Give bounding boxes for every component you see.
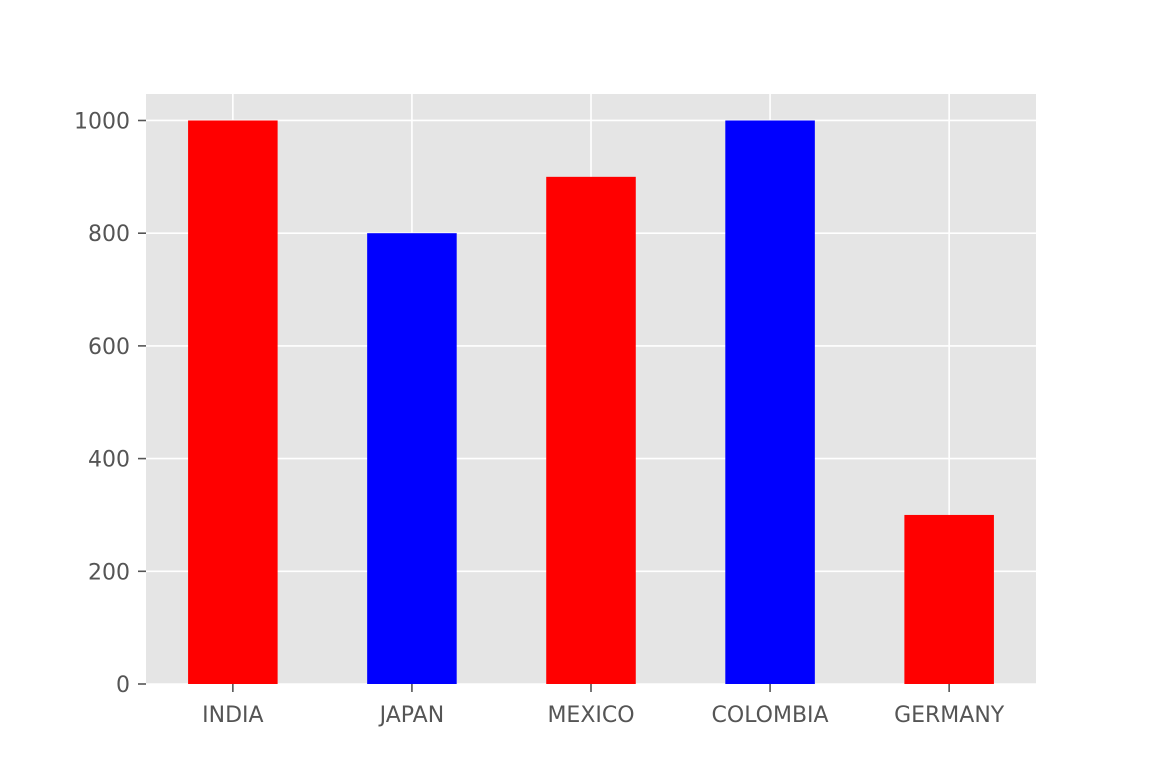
bar-japan bbox=[367, 233, 457, 684]
y-tick-label: 600 bbox=[88, 335, 130, 360]
y-tick-label: 1000 bbox=[74, 109, 130, 134]
bars bbox=[188, 120, 994, 684]
y-tick-label: 0 bbox=[116, 673, 130, 698]
x-tick-label: MEXICO bbox=[547, 703, 634, 728]
y-tick-label: 800 bbox=[88, 222, 130, 247]
bar-germany bbox=[904, 514, 994, 684]
axes: 0 200 400 600 800 1000 INDIA JAPAN MEXICO COLOMBI… bbox=[74, 109, 1005, 728]
x-tick-label: INDIA bbox=[202, 703, 263, 728]
x-tick-label: GERMANY bbox=[894, 703, 1005, 728]
bar-colombia bbox=[725, 120, 815, 684]
x-tick-label: JAPAN bbox=[378, 703, 445, 728]
bar-india bbox=[188, 120, 278, 684]
x-tick-label: COLOMBIA bbox=[712, 703, 829, 728]
y-tick-label: 400 bbox=[88, 448, 130, 473]
y-tick-label: 200 bbox=[88, 560, 130, 585]
bar-mexico bbox=[546, 176, 636, 684]
